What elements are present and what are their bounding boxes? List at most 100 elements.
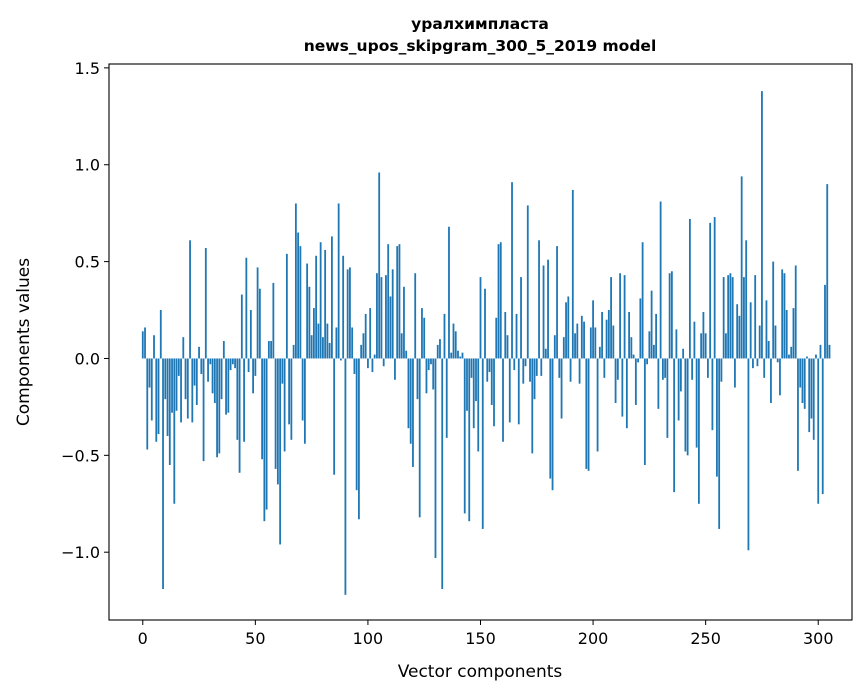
bar-component-160 — [502, 358, 504, 442]
bar-component-141 — [459, 356, 462, 359]
bar-component-111 — [391, 269, 394, 359]
bar-component-175 — [535, 358, 538, 376]
bar-component-68 — [294, 203, 297, 359]
bar-component-185 — [558, 358, 561, 378]
bar-component-168 — [520, 277, 522, 359]
bar-component-70 — [299, 246, 302, 359]
bar-component-240 — [682, 348, 685, 359]
x-axis-ticks: 0 50 100 150 200 250 300 — [138, 620, 834, 648]
bar-component-226 — [650, 290, 653, 359]
bar-component-110 — [389, 296, 392, 359]
bar-component-75 — [310, 335, 313, 359]
bar-component-209 — [612, 325, 615, 359]
bar-component-153 — [486, 358, 489, 382]
bar-component-278 — [767, 341, 770, 359]
bar-component-92 — [349, 267, 351, 359]
bar-component-203 — [598, 346, 601, 359]
bar-component-291 — [797, 358, 799, 471]
bar-component-128 — [430, 358, 432, 365]
bar-component-292 — [799, 358, 802, 388]
bar-component-304 — [826, 184, 829, 359]
bar-component-112 — [394, 358, 396, 380]
bar-component-289 — [792, 308, 795, 359]
bar-component-6 — [155, 358, 158, 442]
bar-component-215 — [625, 358, 628, 429]
bar-component-27 — [202, 358, 205, 462]
bar-component-14 — [173, 358, 176, 504]
bar-component-16 — [177, 358, 180, 376]
bar-component-260 — [727, 275, 730, 359]
bar-component-25 — [198, 346, 200, 359]
bar-component-28 — [204, 248, 207, 359]
bar-component-134 — [443, 313, 446, 359]
y-tick-label: 0.5 — [75, 253, 100, 272]
bar-component-191 — [571, 189, 574, 359]
bar-component-84 — [330, 236, 333, 359]
bar-component-174 — [533, 358, 536, 400]
bar-component-233 — [666, 358, 669, 438]
bar-component-276 — [763, 358, 766, 378]
bar-component-97 — [360, 344, 363, 359]
bar-component-106 — [380, 277, 383, 359]
bar-component-149 — [477, 358, 480, 452]
bar-component-56 — [267, 341, 270, 359]
bar-component-196 — [583, 321, 585, 359]
chart-title-line1: уралхимпласта — [411, 15, 549, 33]
bar-component-57 — [270, 341, 273, 359]
bar-component-21 — [189, 240, 191, 359]
bar-component-189 — [567, 296, 570, 359]
bar-component-88 — [340, 358, 342, 361]
bar-component-207 — [607, 310, 610, 359]
bar-component-270 — [749, 302, 752, 359]
y-tick-label: −0.5 — [61, 446, 100, 465]
x-tick-label: 100 — [353, 629, 384, 648]
bar-component-58 — [272, 282, 275, 359]
bar-component-234 — [668, 273, 671, 359]
bar-component-38 — [227, 358, 230, 413]
bar-component-284 — [781, 269, 784, 359]
bar-component-24 — [195, 358, 198, 405]
bar-component-210 — [614, 358, 617, 404]
bar-component-87 — [337, 203, 340, 359]
bar-component-247 — [697, 358, 700, 504]
bar-component-114 — [398, 244, 401, 359]
bar-component-271 — [752, 358, 754, 369]
bar-component-100 — [367, 358, 369, 369]
bar-component-148 — [475, 358, 477, 402]
bar-component-47 — [247, 358, 250, 373]
bar-component-171 — [526, 205, 529, 359]
bar-component-0 — [141, 331, 144, 359]
chart-title-line2: news_upos_skipgram_300_5_2019 model — [304, 37, 657, 55]
bar-component-206 — [605, 319, 608, 359]
bar-component-35 — [220, 358, 223, 400]
bar-component-198 — [587, 358, 590, 471]
bar-component-146 — [470, 358, 473, 378]
bar-component-296 — [808, 358, 811, 433]
bar-component-243 — [688, 218, 691, 359]
bar-component-305 — [828, 344, 831, 359]
bar-component-299 — [815, 354, 817, 359]
bar-component-139 — [454, 331, 457, 359]
bar-component-200 — [592, 300, 594, 359]
bar-component-220 — [637, 358, 640, 363]
bar-component-202 — [596, 358, 599, 452]
bar-component-108 — [385, 275, 387, 359]
bar-component-30 — [209, 358, 212, 365]
bar-component-124 — [421, 308, 423, 359]
bar-component-23 — [193, 358, 196, 386]
bar-component-151 — [481, 358, 484, 529]
bar-component-96 — [358, 358, 360, 520]
bar-component-261 — [729, 273, 732, 359]
bar-component-265 — [738, 315, 741, 359]
bar-component-66 — [290, 358, 293, 440]
bar-component-29 — [207, 358, 209, 382]
bar-component-214 — [623, 275, 626, 359]
bar-component-302 — [821, 358, 824, 495]
bar-component-138 — [452, 323, 455, 359]
bar-component-195 — [580, 315, 583, 359]
bar-component-90 — [344, 358, 347, 595]
x-tick-label: 250 — [690, 629, 721, 648]
bar-component-182 — [551, 358, 554, 491]
bar-component-143 — [463, 358, 466, 514]
bar-component-254 — [713, 217, 716, 359]
